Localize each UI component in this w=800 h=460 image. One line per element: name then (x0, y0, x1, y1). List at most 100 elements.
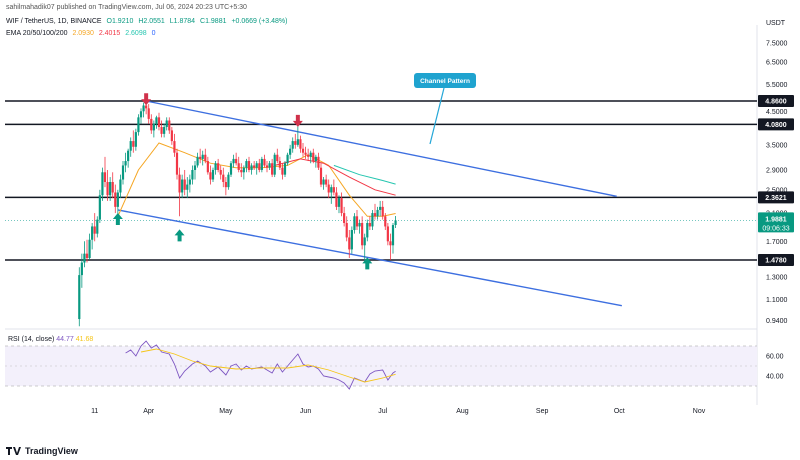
candle (121, 161, 125, 185)
candle (353, 213, 356, 234)
symbol-ohlc-line: WIF / TetherUS, 1D, BINANCE O1.9210 H2.0… (6, 18, 290, 25)
candle-body (227, 174, 230, 188)
publisher-line: sahilmahadik07 published on TradingView.… (6, 4, 250, 11)
y-tick-label: 1.3000 (766, 275, 788, 282)
candle-body (304, 152, 307, 155)
y-tick-label: 1.7000 (766, 239, 788, 246)
candle-body (242, 167, 245, 173)
candle (186, 177, 189, 199)
candle-body (265, 165, 269, 168)
countdown-label: 09:06:33 (762, 225, 789, 232)
candle (235, 152, 238, 166)
candle (240, 163, 243, 178)
y-tick-label: 1.1000 (766, 297, 788, 304)
candle (191, 165, 194, 185)
candle (314, 154, 317, 168)
candle (114, 184, 117, 214)
candle-body (191, 169, 194, 180)
candle-body (260, 158, 263, 170)
up-arrow-icon (174, 229, 185, 242)
down-arrow-shape (292, 114, 303, 127)
candle-body (358, 222, 361, 227)
ohlc-low: L1.8784 (169, 18, 196, 25)
candle-body (98, 195, 101, 220)
candle (309, 150, 312, 164)
candle (199, 148, 202, 164)
candle-body (229, 163, 233, 175)
candle-body (124, 161, 127, 166)
candle (91, 222, 94, 250)
up-arrow-shape (174, 229, 185, 242)
candle-body (196, 156, 199, 166)
x-tick-label: Jun (300, 408, 311, 415)
ema100-value: 2.6098 (125, 30, 147, 37)
candle-body (188, 179, 191, 185)
annotation-box (414, 73, 476, 88)
candle (139, 108, 143, 124)
candle (245, 158, 248, 173)
candle (394, 215, 397, 228)
candle (247, 156, 251, 173)
up-arrow-icon (362, 257, 373, 270)
x-tick-label: 11 (91, 408, 98, 415)
candle (196, 152, 199, 168)
tradingview-footer[interactable]: TradingView (6, 446, 78, 456)
candle-body (101, 172, 104, 196)
candle-body (386, 226, 389, 242)
symbol-name[interactable]: WIF / TetherUS, 1D, BINANCE (6, 18, 102, 25)
ema-legend[interactable]: EMA 20/50/100/200 2.0930 2.4015 2.6098 0 (6, 30, 158, 37)
candle-body (384, 216, 387, 227)
currency-label[interactable]: USDT (766, 20, 788, 27)
candle-body (201, 154, 204, 159)
candle-body (211, 169, 215, 180)
candle (281, 163, 284, 180)
candle-body (366, 222, 369, 238)
ohlc-close: C1.9881 (200, 18, 227, 25)
candle-body (150, 118, 153, 131)
publisher-text: sahilmahadik07 published on TradingView.… (6, 4, 247, 11)
candle (371, 209, 374, 231)
rsi-tick-label: 40.00 (766, 374, 784, 381)
candle (78, 267, 81, 327)
y-tick-label: 5.5000 (766, 82, 788, 89)
candle (96, 216, 99, 238)
candle-body (373, 213, 377, 217)
candle (340, 192, 343, 217)
candle (206, 156, 209, 175)
candle-body (219, 169, 222, 175)
rsi-value: 44.77 (56, 336, 75, 343)
candle (103, 156, 107, 188)
candle (106, 169, 109, 201)
ohlc-open: O1.9210 (106, 18, 134, 25)
candle (237, 156, 240, 173)
rsi-label: RSI (14, close) (8, 336, 56, 343)
candle (150, 114, 153, 134)
y-tick-label: 7.5000 (766, 41, 788, 48)
candle (363, 233, 366, 263)
candle (325, 174, 328, 188)
candle-body (255, 163, 258, 168)
x-tick-label: Aug (456, 408, 469, 415)
candle (258, 158, 261, 173)
candle (157, 112, 161, 131)
down-arrow-icon (292, 114, 303, 127)
candle-body (325, 179, 328, 185)
candle (301, 142, 305, 157)
candle (361, 216, 364, 250)
candle-body (281, 167, 284, 175)
candle-body (273, 154, 276, 175)
candle (129, 137, 132, 157)
candle (255, 161, 258, 175)
rsi-line (125, 340, 396, 390)
candle-body (209, 172, 212, 180)
candle-body (85, 253, 89, 259)
candle (373, 203, 377, 220)
candle-body (80, 262, 83, 276)
candle-body (224, 182, 227, 188)
candle (124, 152, 127, 173)
level-price-badge (758, 191, 794, 204)
ohlc-change: +0.0669 (+3.48%) (231, 18, 288, 25)
ema200-value: 0 (151, 30, 156, 37)
